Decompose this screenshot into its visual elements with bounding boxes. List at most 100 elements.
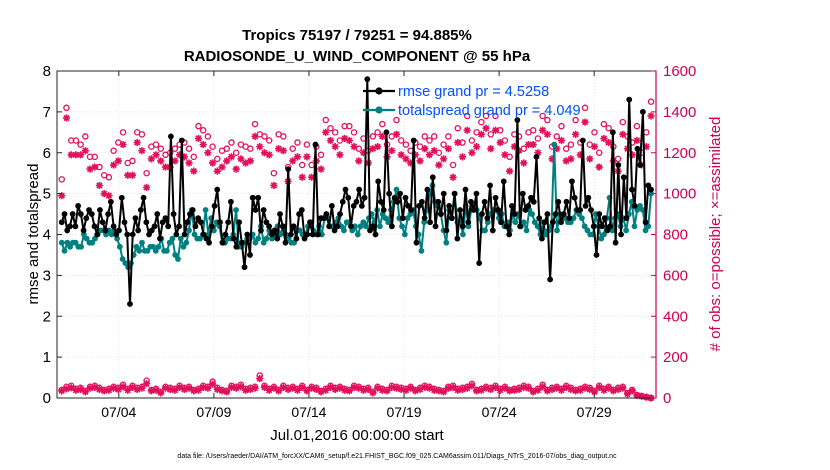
obs-assimilated-marker bbox=[458, 153, 467, 161]
totalspread-point bbox=[399, 223, 405, 230]
rmse-point bbox=[146, 231, 152, 238]
rmse-point bbox=[626, 96, 633, 103]
totalspread-point bbox=[83, 235, 90, 242]
obs-assimilated-low-marker bbox=[383, 387, 391, 395]
obs-assimilated-marker bbox=[454, 138, 462, 147]
obs-possible-marker bbox=[251, 120, 259, 128]
obs-assimilated-low-marker bbox=[576, 386, 584, 394]
obs-assimilated-low-marker bbox=[317, 388, 325, 396]
obs-assimilated-marker bbox=[543, 130, 551, 138]
totalspread-point bbox=[570, 215, 577, 222]
obs-assimilated-low-marker bbox=[586, 385, 594, 394]
obs-assimilated-low-marker bbox=[402, 386, 410, 394]
obs-assimilated-low-marker bbox=[77, 385, 85, 394]
rmse-point bbox=[244, 231, 251, 238]
obs-assimilated-low-marker bbox=[152, 386, 160, 394]
obs-assimilated-low-marker bbox=[416, 385, 424, 394]
obs-possible-marker bbox=[445, 133, 452, 140]
obs-possible-marker bbox=[421, 133, 429, 140]
totalspread-point bbox=[354, 231, 361, 238]
obs-assimilated-marker bbox=[199, 140, 207, 149]
totalspread-point bbox=[67, 243, 73, 250]
totalspread-point bbox=[637, 202, 643, 209]
rmse-point bbox=[102, 227, 109, 234]
rmse-point bbox=[266, 223, 273, 230]
totalspread-point bbox=[623, 227, 630, 234]
obs-assimilated-marker bbox=[491, 126, 500, 134]
obs-assimilated-marker bbox=[477, 130, 485, 138]
rmse-point bbox=[170, 211, 177, 217]
obs-assimilated-low-marker bbox=[487, 385, 495, 394]
totalspread-point bbox=[631, 223, 638, 230]
obs-assimilated-marker bbox=[553, 145, 561, 153]
obs-assimilated-marker bbox=[67, 151, 75, 159]
rmse-point bbox=[348, 223, 354, 230]
rmse-point bbox=[394, 198, 401, 205]
obs-assimilated-low-marker bbox=[256, 374, 264, 383]
rmse-point bbox=[378, 198, 384, 205]
totalspread-point bbox=[61, 247, 68, 254]
rmse-point bbox=[296, 211, 303, 217]
obs-assimilated-low-marker bbox=[619, 384, 627, 392]
obs-assimilated-marker bbox=[91, 163, 99, 171]
rmse-point bbox=[208, 223, 215, 230]
obs-possible-marker bbox=[402, 141, 410, 148]
obs-assimilated-low-marker bbox=[67, 384, 75, 392]
obs-possible-marker bbox=[440, 141, 447, 148]
obs-assimilated-low-marker bbox=[359, 386, 368, 394]
obs-assimilated-marker bbox=[157, 157, 165, 165]
obs-possible-marker bbox=[346, 122, 353, 130]
obs-assimilated-marker bbox=[628, 151, 636, 159]
rmse-point bbox=[639, 108, 646, 115]
rmse-point bbox=[629, 186, 635, 193]
obs-assimilated-low-marker bbox=[378, 386, 386, 394]
rmse-point bbox=[566, 215, 573, 222]
obs-assimilated-low-marker bbox=[260, 383, 269, 391]
totalspread-point bbox=[598, 235, 605, 242]
totalspread-point bbox=[183, 239, 190, 246]
obs-assimilated-marker bbox=[143, 183, 151, 192]
rmse-point bbox=[58, 219, 65, 226]
rmse-point bbox=[571, 194, 578, 201]
totalspread-point bbox=[155, 243, 162, 250]
rmse-point bbox=[484, 215, 491, 222]
rmse-point bbox=[143, 219, 150, 226]
obs-assimilated-marker bbox=[336, 151, 344, 159]
obs-assimilated-marker bbox=[576, 151, 584, 159]
obs-possible-marker bbox=[214, 155, 221, 163]
obs-possible-marker bbox=[289, 145, 297, 152]
rmse-point bbox=[339, 198, 346, 205]
obs-assimilated-low-marker bbox=[312, 385, 320, 394]
y-tick-label-right: 0 bbox=[663, 390, 671, 407]
rmse-point bbox=[127, 301, 133, 307]
rmse-point bbox=[481, 198, 488, 205]
legend-marker-rmse bbox=[375, 87, 383, 95]
rmse-point bbox=[358, 202, 365, 209]
obs-assimilated-marker bbox=[270, 181, 278, 190]
rmse-point bbox=[162, 215, 169, 222]
obs-assimilated-marker bbox=[496, 138, 504, 147]
legend: rmse grand pr = 4.5258 totalspread grand… bbox=[363, 84, 581, 119]
obs-assimilated-marker bbox=[176, 151, 184, 159]
obs-assimilated-marker bbox=[86, 165, 94, 173]
rmse-point bbox=[312, 141, 319, 148]
obs-assimilated-marker bbox=[317, 165, 325, 173]
totalspread-point bbox=[269, 235, 275, 242]
rmse-point bbox=[178, 137, 185, 144]
legend-marker-spread bbox=[375, 106, 383, 114]
obs-possible-marker bbox=[280, 133, 287, 140]
rmse-point bbox=[609, 129, 616, 136]
obs-assimilated-low-marker bbox=[506, 387, 514, 395]
totalspread-point bbox=[89, 239, 96, 246]
obs-possible-marker bbox=[190, 153, 198, 161]
totalspread-point bbox=[363, 223, 369, 230]
obs-possible-marker bbox=[478, 118, 485, 126]
rmse-point bbox=[192, 223, 199, 230]
rmse-point bbox=[260, 207, 267, 213]
obs-assimilated-marker bbox=[605, 138, 613, 147]
obs-assimilated-marker bbox=[416, 157, 424, 165]
obs-assimilated-marker bbox=[642, 143, 650, 151]
obs-assimilated-marker bbox=[256, 143, 264, 151]
y-tick-label-left: 6 bbox=[43, 145, 51, 162]
rmse-point bbox=[487, 182, 493, 189]
